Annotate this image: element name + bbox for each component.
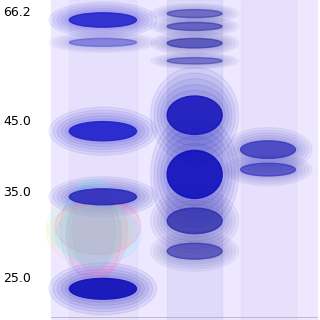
Ellipse shape	[60, 186, 115, 275]
Ellipse shape	[154, 234, 236, 269]
Ellipse shape	[55, 197, 141, 255]
Ellipse shape	[154, 193, 236, 249]
Bar	[241, 0, 296, 320]
Ellipse shape	[69, 13, 137, 27]
Ellipse shape	[53, 266, 153, 312]
Text: 45.0: 45.0	[3, 115, 31, 128]
Ellipse shape	[65, 275, 140, 302]
Ellipse shape	[167, 208, 222, 234]
Ellipse shape	[47, 206, 132, 264]
Ellipse shape	[66, 179, 121, 269]
Text: 35.0: 35.0	[3, 186, 31, 198]
Ellipse shape	[164, 204, 226, 237]
Ellipse shape	[157, 79, 232, 152]
Ellipse shape	[151, 189, 239, 253]
Ellipse shape	[47, 197, 132, 255]
Ellipse shape	[167, 243, 222, 259]
Text: 25.0: 25.0	[3, 272, 31, 285]
Ellipse shape	[53, 110, 153, 152]
Ellipse shape	[164, 143, 226, 206]
Ellipse shape	[227, 156, 309, 184]
Ellipse shape	[231, 133, 306, 166]
Ellipse shape	[65, 186, 140, 207]
Ellipse shape	[151, 231, 239, 271]
Ellipse shape	[49, 2, 157, 38]
Ellipse shape	[231, 157, 306, 182]
Ellipse shape	[72, 186, 127, 275]
Ellipse shape	[161, 36, 229, 51]
Ellipse shape	[151, 67, 239, 163]
Ellipse shape	[69, 189, 137, 205]
Ellipse shape	[157, 34, 232, 52]
Ellipse shape	[224, 128, 312, 172]
Ellipse shape	[65, 11, 140, 29]
Ellipse shape	[61, 9, 145, 32]
Ellipse shape	[49, 107, 157, 155]
Ellipse shape	[61, 184, 145, 210]
Ellipse shape	[53, 4, 153, 36]
Text: 66.2: 66.2	[4, 6, 31, 19]
Ellipse shape	[161, 136, 229, 213]
Bar	[167, 0, 222, 320]
Ellipse shape	[237, 161, 299, 178]
Ellipse shape	[164, 241, 226, 262]
Ellipse shape	[167, 10, 222, 18]
Ellipse shape	[49, 263, 157, 315]
Bar	[51, 0, 317, 320]
Ellipse shape	[161, 200, 229, 241]
Ellipse shape	[167, 38, 222, 48]
Ellipse shape	[57, 269, 149, 308]
Ellipse shape	[224, 154, 312, 186]
Ellipse shape	[164, 90, 226, 140]
Ellipse shape	[161, 238, 229, 264]
Ellipse shape	[234, 159, 302, 180]
Ellipse shape	[151, 31, 239, 55]
Ellipse shape	[154, 73, 236, 157]
Ellipse shape	[164, 37, 226, 50]
Ellipse shape	[241, 163, 296, 176]
Ellipse shape	[49, 177, 157, 217]
Ellipse shape	[157, 129, 232, 220]
Ellipse shape	[241, 141, 296, 158]
Ellipse shape	[55, 206, 141, 264]
Ellipse shape	[157, 236, 232, 266]
Ellipse shape	[61, 272, 145, 305]
Ellipse shape	[167, 96, 222, 134]
Ellipse shape	[69, 122, 137, 141]
Ellipse shape	[167, 22, 222, 30]
Ellipse shape	[167, 58, 222, 64]
Ellipse shape	[237, 138, 299, 161]
Ellipse shape	[61, 116, 145, 147]
Ellipse shape	[161, 84, 229, 146]
Ellipse shape	[234, 135, 302, 164]
Ellipse shape	[154, 122, 236, 227]
Ellipse shape	[157, 196, 232, 245]
Ellipse shape	[69, 278, 137, 299]
Ellipse shape	[167, 150, 222, 198]
Ellipse shape	[227, 130, 309, 169]
Ellipse shape	[151, 115, 239, 234]
Ellipse shape	[57, 113, 149, 149]
Ellipse shape	[57, 182, 149, 212]
Ellipse shape	[154, 33, 236, 54]
Ellipse shape	[53, 179, 153, 214]
Ellipse shape	[65, 119, 140, 144]
Ellipse shape	[57, 6, 149, 34]
Ellipse shape	[66, 192, 121, 282]
Ellipse shape	[69, 38, 137, 46]
Bar	[69, 0, 137, 320]
